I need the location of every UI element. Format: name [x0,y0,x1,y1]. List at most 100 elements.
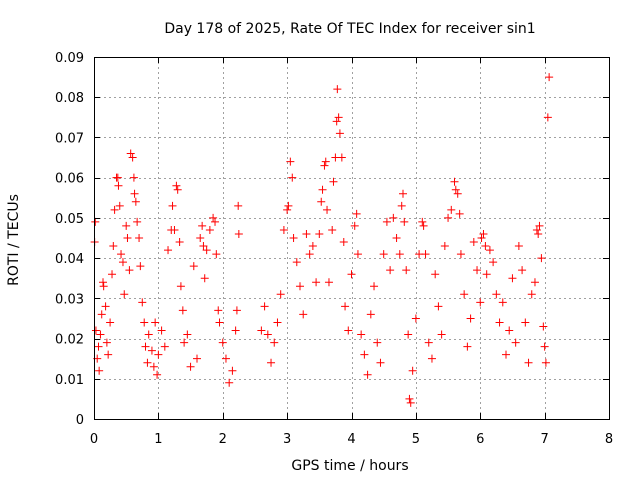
data-point [153,370,162,379]
data-point [279,225,288,234]
data-point [473,266,482,275]
data-point [228,366,237,375]
x-tick-label: 2 [219,432,227,447]
y-tick-label: 0.05 [55,212,84,227]
data-point [133,217,142,226]
x-tick-label: 6 [476,432,484,447]
data-point [125,266,134,275]
data-point [399,189,407,198]
data-point [477,234,486,242]
data-point [317,197,326,206]
data-point [363,370,372,379]
data-point [122,221,131,230]
y-tick-label: 0.01 [55,373,84,388]
data-point [479,229,488,238]
data-point [209,213,218,222]
data-point [405,394,414,403]
data-point [106,318,115,327]
data-point [320,161,329,170]
data-point [539,322,548,331]
y-tick-label: 0.08 [55,91,84,106]
data-point [168,201,177,210]
data-point [138,298,147,307]
data-point [305,250,314,259]
data-point [485,246,494,255]
data-point [202,246,211,255]
data-point [379,250,388,259]
data-point [173,185,182,194]
data-point [172,181,181,190]
data-point [94,342,103,351]
data-point [476,298,485,307]
data-point [157,326,166,335]
data-point [218,338,227,347]
data-point [296,282,304,291]
data-point [143,358,152,367]
data-point [535,221,544,230]
data-point [447,205,456,214]
data-point [366,310,375,319]
data-point [117,250,126,259]
data-point [469,238,478,247]
x-tick-label: 5 [412,432,420,447]
data-point [339,238,348,247]
data-point [178,306,187,315]
data-point [352,209,361,218]
data-point [373,338,382,347]
data-point [130,189,139,198]
data-point [541,358,550,367]
data-point [400,217,409,226]
data-point [123,234,132,242]
data-point [170,225,179,234]
data-point [323,205,332,214]
data-point [450,177,459,186]
data-point [99,278,108,287]
data-point [431,270,440,279]
data-point [353,250,362,259]
data-point [189,262,198,271]
data-point [545,73,554,82]
data-point [214,306,223,315]
data-point [292,258,301,267]
data-point [160,342,169,351]
data-point [97,310,106,319]
y-tick-label: 0.07 [55,131,84,146]
data-point [402,266,411,275]
data-point [419,221,428,230]
data-point [113,173,122,182]
data-point [437,330,446,339]
data-point [335,129,344,138]
data-point [318,185,327,194]
data-point [481,242,490,251]
data-point [221,354,230,363]
data-point [397,201,406,210]
data-point [376,358,385,367]
data-point [466,314,475,323]
data-point [128,153,137,162]
data-point [434,302,443,311]
data-point [299,310,308,319]
data-point [288,173,297,182]
data-point [444,213,453,222]
data-point [231,326,240,335]
data-point [276,290,285,299]
data-point [151,318,160,327]
data-point [212,250,221,259]
x-tick-label: 3 [283,432,291,447]
data-point [418,217,427,226]
data-point [149,362,158,371]
data-point [196,234,205,242]
data-point [395,250,404,259]
data-point [140,318,149,327]
data-point [514,242,523,251]
data-point [329,177,338,186]
data-point [334,113,343,122]
data-point [110,205,119,214]
data-point [408,366,417,375]
data-point [360,350,369,359]
data-point [427,354,436,363]
y-tick-label: 0.06 [55,172,84,187]
data-point [199,242,208,251]
data-point [404,330,413,339]
